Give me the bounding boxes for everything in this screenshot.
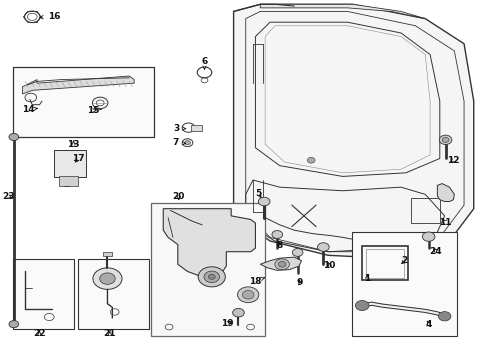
Circle shape [437, 312, 450, 321]
Text: 7: 7 [172, 138, 185, 147]
Bar [59, 176, 78, 186]
Polygon shape [22, 76, 134, 94]
Text: 18: 18 [249, 276, 264, 285]
Text: 11: 11 [438, 218, 451, 227]
Text: 23: 23 [2, 192, 14, 201]
Circle shape [355, 301, 368, 311]
Circle shape [9, 320, 19, 328]
Circle shape [198, 267, 225, 287]
Circle shape [100, 273, 115, 284]
Circle shape [317, 243, 328, 251]
Circle shape [237, 287, 258, 303]
Text: 13: 13 [67, 140, 80, 149]
Circle shape [242, 291, 253, 299]
Polygon shape [260, 4, 425, 19]
Text: 24: 24 [429, 247, 441, 256]
Text: 1: 1 [363, 274, 369, 283]
Text: 9: 9 [296, 278, 303, 287]
Text: 4: 4 [425, 320, 431, 329]
Bar [78, 259, 148, 329]
Circle shape [274, 259, 289, 270]
Text: 6: 6 [201, 57, 207, 69]
Text: 5: 5 [255, 189, 262, 198]
Circle shape [441, 137, 448, 142]
Text: 16: 16 [40, 12, 60, 21]
Polygon shape [260, 257, 301, 270]
Bar [13, 259, 73, 329]
Text: 21: 21 [103, 329, 116, 338]
Text: 20: 20 [172, 192, 184, 201]
Circle shape [9, 134, 19, 140]
Circle shape [184, 140, 190, 145]
Bar [191, 125, 202, 131]
Text: 10: 10 [323, 261, 335, 270]
Polygon shape [436, 184, 453, 202]
Text: 8: 8 [276, 241, 282, 250]
Text: 15: 15 [86, 106, 99, 115]
Text: 22: 22 [33, 329, 46, 338]
Bar [410, 198, 439, 223]
Circle shape [271, 230, 282, 238]
Bar [103, 252, 112, 256]
Circle shape [292, 248, 303, 256]
Bar [13, 67, 153, 137]
Text: 3: 3 [173, 123, 185, 132]
Bar [366, 249, 404, 278]
Circle shape [258, 197, 269, 206]
Circle shape [203, 271, 219, 283]
Text: 2: 2 [401, 256, 407, 265]
Text: 12: 12 [446, 156, 459, 165]
Circle shape [278, 261, 285, 267]
Bar [54, 150, 85, 177]
Polygon shape [163, 209, 255, 277]
Circle shape [93, 268, 122, 289]
Text: 17: 17 [72, 154, 84, 163]
Polygon shape [233, 4, 473, 259]
Bar [352, 232, 456, 336]
Text: 19: 19 [221, 319, 233, 328]
Circle shape [232, 309, 244, 317]
Bar [362, 246, 407, 280]
Circle shape [438, 135, 451, 144]
Bar [151, 203, 264, 336]
Circle shape [307, 157, 314, 163]
Circle shape [422, 232, 434, 241]
Circle shape [208, 274, 215, 279]
Text: 14: 14 [22, 105, 38, 114]
